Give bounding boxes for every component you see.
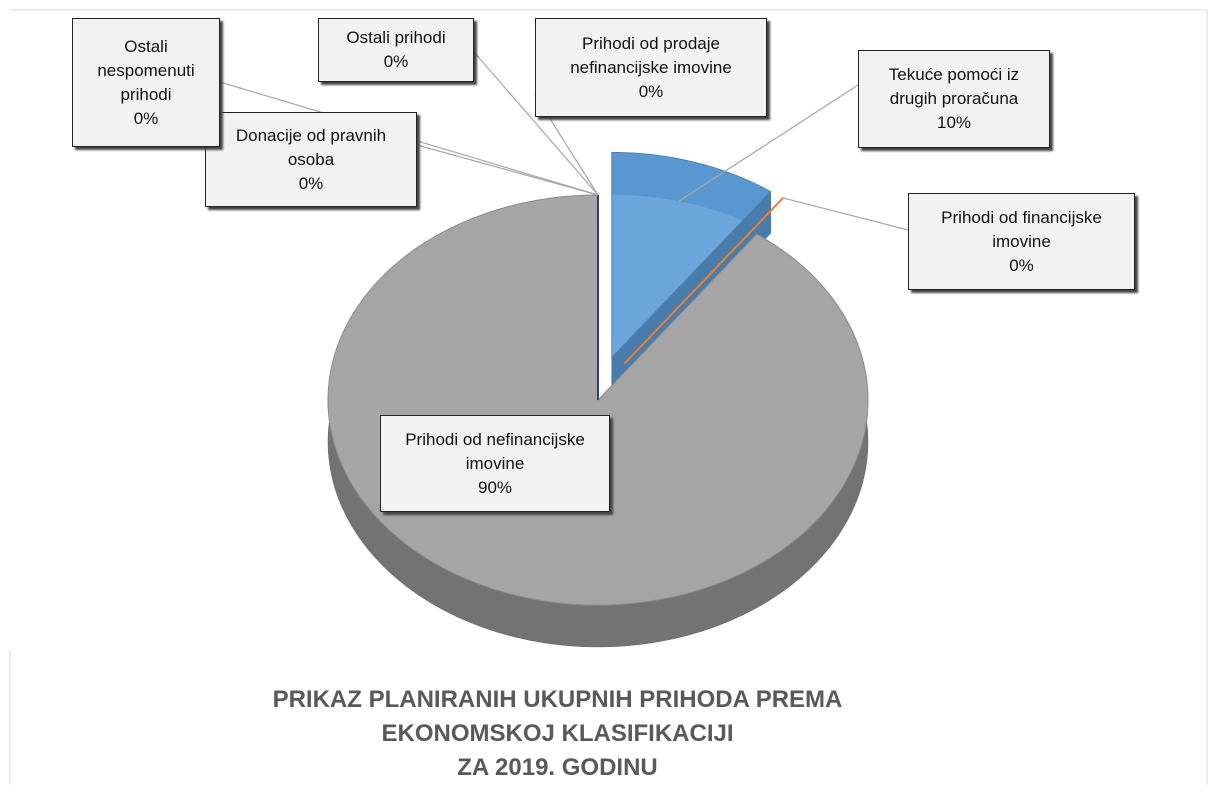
chart-title: ZA 2019. GODINU bbox=[457, 754, 658, 781]
value-label: 0% bbox=[638, 81, 664, 101]
data-label: Prihodi od prodaje nefinancijske imovine… bbox=[535, 18, 767, 117]
category-label: Tekuće pomoći iz drugih proračuna bbox=[888, 65, 1020, 108]
data-label: Donacije od pravnih osoba 0% bbox=[205, 112, 417, 207]
category-label: Ostali prihodi bbox=[346, 28, 446, 47]
value-label: 0% bbox=[298, 173, 324, 193]
category-label: Prihodi od nefinancijske imovine bbox=[405, 429, 585, 473]
chart-title: PRIKAZ PLANIRANIH UKUPNIH PRIHODA PREMA bbox=[272, 686, 843, 713]
data-label: Prihodi od nefinancijske imovine 90% bbox=[380, 415, 610, 512]
category-label: Prihodi od financijske imovine bbox=[941, 207, 1102, 251]
leader-line bbox=[678, 84, 859, 202]
chart-title: EKONOMSKOJ KLASIFIKACIJI bbox=[381, 720, 734, 747]
category-label: Ostali nespomenuti prihodi bbox=[97, 36, 195, 104]
value-label: 0% bbox=[133, 108, 159, 128]
leader-line bbox=[473, 51, 599, 196]
value-label: 0% bbox=[1009, 255, 1034, 275]
leader-line bbox=[782, 197, 909, 231]
data-label: Prihodi od financijske imovine 0% bbox=[908, 193, 1135, 290]
data-label: Tekuće pomoći iz drugih proračuna 10% bbox=[858, 50, 1050, 148]
value-label: 90% bbox=[477, 477, 513, 497]
category-label: Prihodi od prodaje nefinancijske imovine bbox=[570, 33, 732, 77]
value-label: 10% bbox=[936, 113, 972, 132]
value-label: 0% bbox=[383, 52, 409, 71]
pie-slice bbox=[611, 151, 772, 359]
category-label: Donacije od pravnih osoba bbox=[235, 125, 387, 169]
leader-line bbox=[416, 144, 599, 196]
pie-slice bbox=[623, 197, 784, 365]
data-label: Ostali prihodi 0% bbox=[318, 18, 474, 82]
data-label: Ostali nespomenuti prihodi 0% bbox=[72, 18, 220, 147]
